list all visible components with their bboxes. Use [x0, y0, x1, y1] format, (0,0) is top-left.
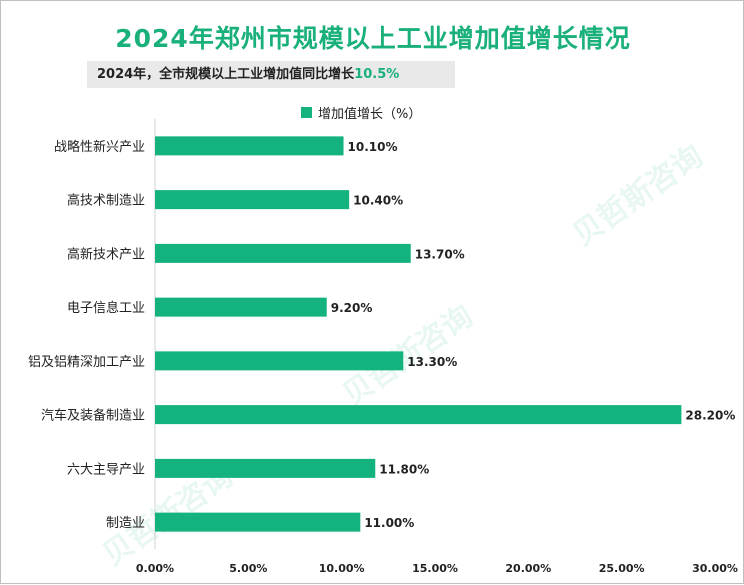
- bar: [155, 243, 411, 263]
- data-label: 10.40%: [353, 194, 403, 208]
- chart-title: 2024年郑州市规模以上工业增加值增长情况: [115, 24, 631, 53]
- y-tick-label: 战略性新兴产业: [54, 139, 145, 155]
- y-tick-label: 高新技术产业: [67, 246, 145, 262]
- data-label: 13.30%: [407, 355, 457, 369]
- y-tick-label: 制造业: [106, 516, 145, 531]
- data-label: 11.00%: [364, 516, 414, 530]
- x-tick-label: 0.00%: [136, 562, 174, 575]
- y-tick-label: 高技术制造业: [67, 193, 145, 209]
- legend: 增加值增长（%）: [301, 103, 421, 122]
- bar: [155, 405, 682, 425]
- subtitle-box: 2024年，全市规模以上工业增加值同比增长10.5%: [87, 61, 455, 88]
- x-tick-label: 5.00%: [229, 562, 267, 575]
- subtitle-highlight: 10.5%: [354, 67, 400, 82]
- x-tick-label: 10.00%: [319, 562, 365, 575]
- legend-swatch: [301, 107, 312, 118]
- bar: [155, 458, 376, 478]
- y-tick-label: 汽车及装备制造业: [41, 408, 145, 424]
- data-label: 9.20%: [331, 301, 373, 315]
- bar: [155, 136, 344, 156]
- x-tick-label: 25.00%: [599, 562, 645, 575]
- y-tick-label: 六大主导产业: [67, 462, 145, 477]
- y-tick-label: 电子信息工业: [67, 300, 145, 316]
- data-label: 28.20%: [685, 409, 735, 423]
- bar: [155, 512, 361, 532]
- y-tick-label: 铝及铝精深加工产业: [28, 355, 145, 370]
- data-label: 13.70%: [415, 247, 465, 261]
- bar: [155, 297, 327, 317]
- data-label: 10.10%: [348, 140, 398, 154]
- data-label: 11.80%: [379, 462, 429, 476]
- x-tick-label: 30.00%: [692, 562, 738, 575]
- x-tick-label: 15.00%: [412, 562, 458, 575]
- legend-label: 增加值增长（%）: [318, 107, 422, 122]
- x-tick-label: 20.00%: [505, 562, 551, 575]
- bar: [155, 351, 404, 371]
- subtitle-text: 2024年，全市规模以上工业增加值同比增长: [97, 67, 355, 82]
- bar: [155, 190, 350, 210]
